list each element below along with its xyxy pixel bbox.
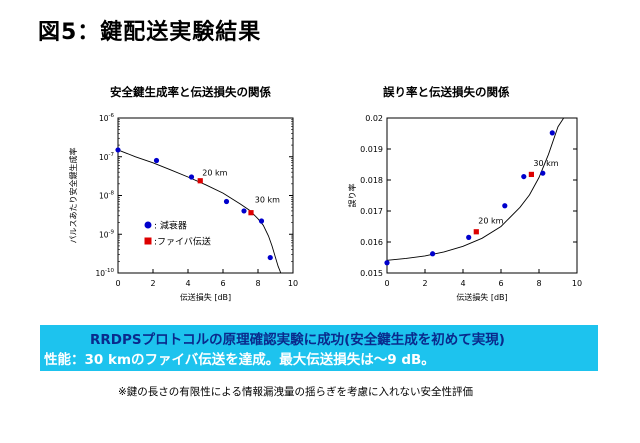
footnote: ※鍵の長さの有限性による情報漏洩量の揺らぎを考慮に入れない安全性評価 xyxy=(118,386,473,398)
x-tick-label: 6 xyxy=(220,279,225,288)
y-tick-exponent: -6 xyxy=(109,113,115,119)
legend-label: :ファイバ伝送 xyxy=(154,236,211,248)
y-axis-label: 誤り率 xyxy=(347,184,357,208)
data-point-fiber xyxy=(528,171,534,178)
data-point-fiber xyxy=(473,229,479,235)
distance-annotation: 30 km xyxy=(255,196,280,205)
chart-title-error-rate: 誤り率と伝送損失の関係 xyxy=(383,85,510,99)
data-point-attenuator xyxy=(521,173,527,180)
data-point-attenuator xyxy=(549,130,555,136)
y-tick-label: 10-10 xyxy=(95,268,114,278)
x-tick-label: 8 xyxy=(255,279,260,288)
y-tick-base: 10 xyxy=(99,153,109,162)
data-point-attenuator xyxy=(115,147,121,153)
y-tick-label: 0.016 xyxy=(360,238,383,247)
x-tick-label: 10 xyxy=(288,279,298,288)
y-tick-exponent: -9 xyxy=(109,229,115,235)
x-tick-label: 6 xyxy=(498,279,503,288)
y-tick-exponent: -10 xyxy=(105,268,114,274)
x-tick-label: 0 xyxy=(384,279,389,288)
x-tick-label: 8 xyxy=(536,279,541,288)
data-point-attenuator xyxy=(188,174,195,180)
x-axis-label: 伝送損失 [dB] xyxy=(456,292,507,302)
distance-annotation: 30 km xyxy=(533,159,558,168)
data-point-attenuator xyxy=(153,157,160,164)
y-tick-exponent: -8 xyxy=(109,191,115,197)
data-point-attenuator xyxy=(384,260,390,266)
x-tick-label: 0 xyxy=(115,279,120,288)
chart-error-rate: 0 2 4 6 8 10 0.015 0.016 0.017 0.018 0.019 0.02 伝送損失… xyxy=(347,114,582,302)
y-tick-label: 0.015 xyxy=(360,269,383,278)
plot-frame xyxy=(386,117,578,274)
data-point-fiber xyxy=(197,178,203,184)
y-tick-base: 10 xyxy=(99,192,109,201)
data-point-attenuator xyxy=(267,254,273,261)
x-tick-label: 2 xyxy=(422,279,427,288)
data-point-attenuator xyxy=(502,203,508,209)
data-point-attenuator xyxy=(223,198,230,205)
x-tick-label: 4 xyxy=(460,279,465,288)
summary-box xyxy=(40,325,598,371)
summary-performance: 性能：30 kmのファイバ伝送を達成。最大伝送損失は～9 dB。 xyxy=(44,352,435,368)
legend-marker-attenuator xyxy=(144,221,152,229)
x-tick-label: 2 xyxy=(150,279,155,288)
y-axis-label: パルスあたり安全鍵生成率 xyxy=(68,148,78,244)
y-tick-label: 0.018 xyxy=(360,176,383,185)
data-point-attenuator xyxy=(430,251,436,257)
data-point-attenuator xyxy=(466,234,472,240)
y-tick-label: 0.017 xyxy=(360,207,383,216)
x-tick-label: 4 xyxy=(185,279,190,288)
fit-curve xyxy=(117,149,282,274)
data-point-attenuator xyxy=(540,170,546,176)
distance-annotation: 20 km xyxy=(478,216,503,225)
y-tick-label: 0.02 xyxy=(365,114,383,123)
x-tick-label: 10 xyxy=(572,279,582,288)
y-tick-label: 10-7 xyxy=(99,152,115,162)
fit-curve xyxy=(386,117,565,261)
y-tick-label: 10-8 xyxy=(99,191,115,201)
x-axis-label: 伝送損失 [dB] xyxy=(180,292,231,302)
distance-annotation: 20 km xyxy=(202,168,227,177)
page-title: 図5：鍵配送実験結果 xyxy=(38,20,262,45)
data-point-fiber xyxy=(248,210,254,216)
summary-headline: RRDPSプロトコルの原理確認実験に成功(安全鍵生成を初めて実現) xyxy=(90,332,505,348)
legend-label: : 減衰器 xyxy=(154,220,187,232)
y-tick-exponent: -7 xyxy=(109,152,115,158)
y-tick-label: 10-9 xyxy=(99,229,115,239)
y-tick-base: 10 xyxy=(99,230,109,239)
chart-title-key-rate: 安全鍵生成率と伝送損失の関係 xyxy=(110,85,271,99)
data-point-attenuator xyxy=(258,218,265,224)
data-point-attenuator xyxy=(241,208,247,214)
y-tick-base: 10 xyxy=(95,269,105,278)
y-tick-label: 10-6 xyxy=(99,113,115,123)
legend-marker-fiber xyxy=(144,237,152,245)
y-tick-base: 10 xyxy=(99,114,109,123)
y-tick-label: 0.019 xyxy=(360,145,383,154)
